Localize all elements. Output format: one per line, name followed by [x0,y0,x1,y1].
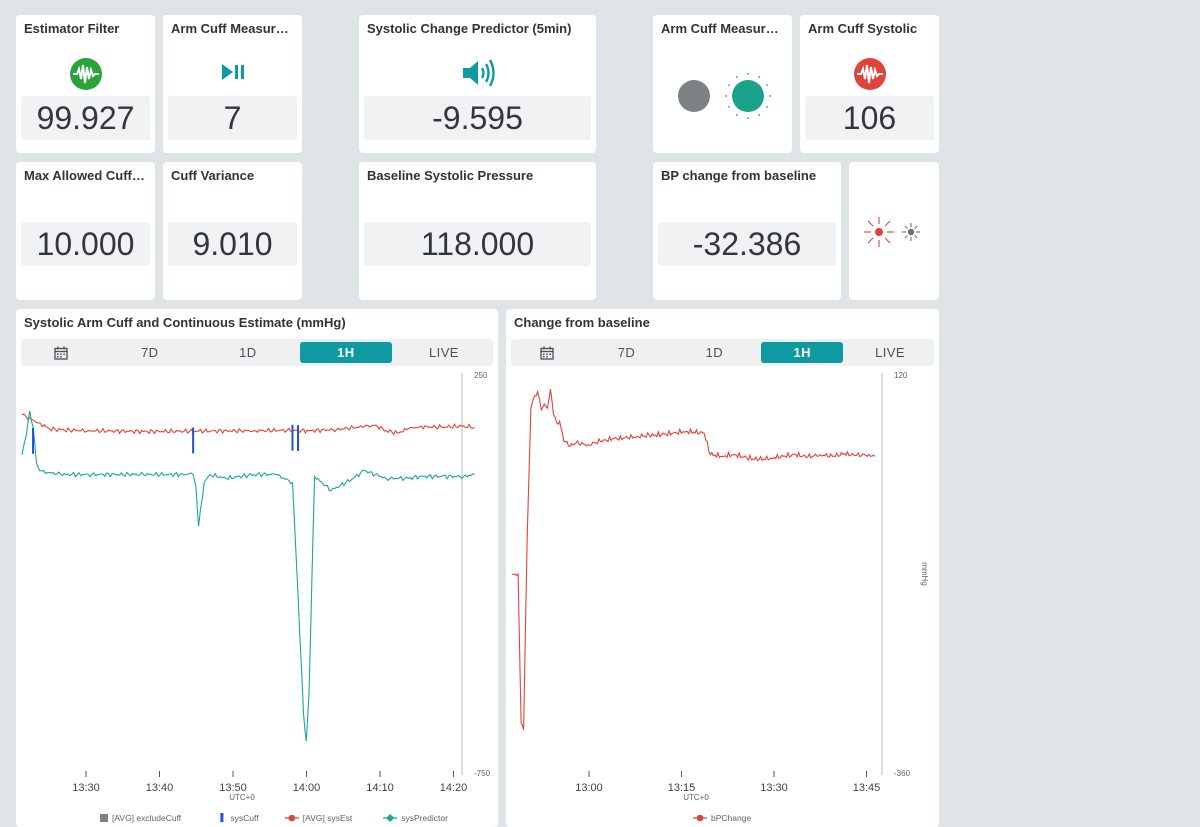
tile-arm-cuff-measurement: Arm Cuff Measurem... 7 [163,15,302,153]
tile-bp-change: BP change from baseline -32.386 [653,162,841,300]
series-line-syspredictor [21,410,475,742]
tile-title: Systolic Change Predictor (5min) [367,21,572,36]
tab-1h[interactable]: 1H [299,342,392,363]
x-tick-label: 14:00 [293,782,321,794]
series-line-bpchange [511,389,876,731]
legend-label: sysCuff [230,813,259,823]
x-tick-label: 13:45 [853,782,881,794]
x-tick-label: 13:00 [575,782,603,794]
speaker-icon [359,57,596,89]
tile-arm-cuff-systolic: Arm Cuff Systolic 106 [800,15,939,153]
legend-label: [AVG] sysEst [303,813,353,823]
x-tick-label: 13:30 [760,782,788,794]
pulse-icon [16,57,155,91]
x-tick-label: 13:15 [668,782,696,794]
tile-max-allowed-cuff: Max Allowed Cuff V... 10.000 [16,162,155,300]
tile-cuff-variance: Cuff Variance 9.010 [163,162,302,300]
tile-title: Arm Cuff Systolic [808,21,918,36]
sun-indicator-icon [849,212,939,252]
tile-title: Max Allowed Cuff V... [24,168,147,183]
play-pause-icon[interactable] [163,61,302,83]
calendar-icon[interactable] [24,342,98,363]
legend-swatch-marker [288,814,296,822]
timezone-label: UTC+0 [229,793,255,802]
legend-label: sysPredictor [401,813,448,823]
tile-title: Arm Cuff Measurem... [661,21,784,36]
tab-7d[interactable]: 7D [617,345,636,360]
time-range-tabs: 7D 1D 1H LIVE [21,339,493,366]
legend-swatch-marker [696,814,704,822]
time-range-tabs: 7D 1D 1H LIVE [511,339,934,366]
legend-label: [AVG] excludeCuff [112,813,182,823]
tile-value: 99.927 [21,96,150,140]
tile-baseline-systolic: Baseline Systolic Pressure 118.000 [359,162,596,300]
tile-title: Baseline Systolic Pressure [367,168,534,183]
tile-title: Arm Cuff Measurem... [171,21,294,36]
y-tick-label: -360 [894,769,911,778]
y-axis-label: mmHg [920,562,929,586]
tile-estimator-filter: Estimator Filter 99.927 [16,15,155,153]
legend-swatch [220,813,224,822]
tile-value: -32.386 [658,222,836,266]
change-chart: 120 -360 mmHg 13:00 13:15 13:30 13:45 UTC+0 bPCh… [511,371,929,823]
y-tick-label: 120 [894,371,908,380]
x-tick-label: 13:30 [72,782,100,794]
x-tick-label: 13:50 [219,782,247,794]
series-line-avgsysest [21,413,475,436]
x-tick-label: 14:10 [366,782,394,794]
systolic-chart: 250 -750 13:30 13:40 13:50 14:00 14:10 14:20 UTC… [21,371,491,823]
tab-live[interactable]: LIVE [429,345,459,360]
tile-title: BP change from baseline [661,168,817,183]
calendar-icon[interactable] [514,342,580,363]
tab-live[interactable]: LIVE [875,345,905,360]
legend-label: bPChange [711,813,751,823]
timezone-label: UTC+0 [683,793,709,802]
status-lights-icon [653,71,792,121]
tile-value: 7 [168,96,297,140]
tile-sun-status [849,162,939,300]
tab-7d[interactable]: 7D [141,345,159,360]
tile-systolic-change-predictor: Systolic Change Predictor (5min) -9.595 [359,15,596,153]
tile-value: 10.000 [21,222,150,266]
x-tick-label: 14:20 [440,782,468,794]
pulse-icon [800,57,939,91]
tab-1h[interactable]: 1H [761,342,844,363]
chart-card-systolic: Systolic Arm Cuff and Continuous Estimat… [16,309,498,827]
tile-value: 106 [805,96,934,140]
tile-title: Cuff Variance [171,168,255,183]
y-tick-label: -750 [474,769,491,778]
tab-1d[interactable]: 1D [239,345,257,360]
tile-value: -9.595 [364,96,591,140]
y-tick-label: 250 [474,371,488,380]
tile-value: 9.010 [168,222,297,266]
chart-card-change: Change from baseline 7D 1D 1H LIVE 120 -3… [506,309,939,827]
x-tick-label: 13:40 [146,782,174,794]
tab-1d[interactable]: 1D [705,345,724,360]
legend-swatch [100,814,108,822]
tile-value: 118.000 [364,222,591,266]
tile-title: Estimator Filter [24,21,120,36]
tile-arm-cuff-status: Arm Cuff Measurem... [653,15,792,153]
legend-swatch-marker [386,814,395,822]
